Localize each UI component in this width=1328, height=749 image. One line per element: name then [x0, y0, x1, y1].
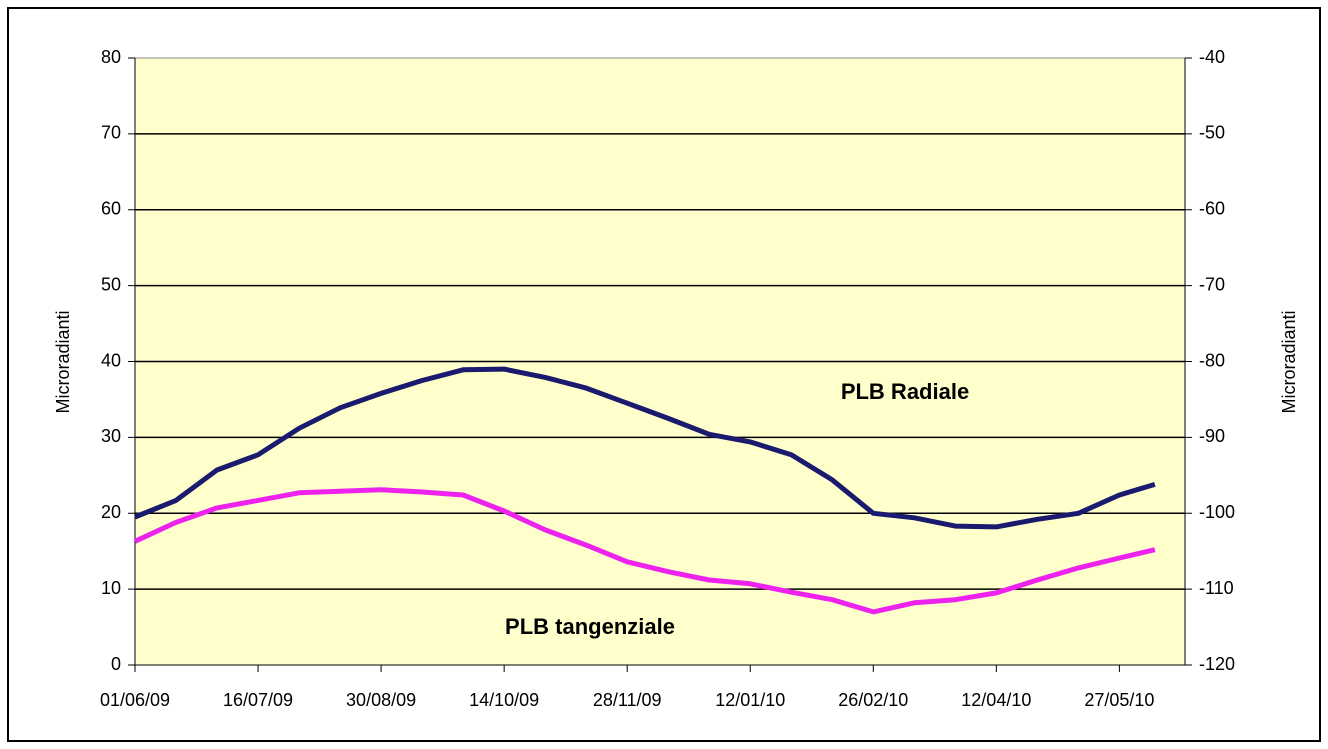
- x-tick-label: 12/01/10: [715, 690, 785, 710]
- y-tick-label: 10: [101, 578, 121, 598]
- x-tick-label: 12/04/10: [961, 690, 1031, 710]
- x-tick-label: 30/08/09: [346, 690, 416, 710]
- x-tick-label: 14/10/09: [469, 690, 539, 710]
- y-tick-label: 70: [101, 123, 121, 143]
- y-tick-label: 40: [101, 350, 121, 370]
- y-tick-label: 60: [101, 199, 121, 219]
- y-tick-label: 30: [101, 426, 121, 446]
- x-tick-label: 26/02/10: [838, 690, 908, 710]
- data-line: [134, 366, 1156, 530]
- y-axis-title: Microradianti: [53, 310, 73, 413]
- x-tick-label: 16/07/09: [223, 690, 293, 710]
- y2-tick-label: -120: [1199, 654, 1235, 674]
- annotation: PLB tangenziale: [505, 614, 675, 639]
- y2-tick-label: -70: [1199, 274, 1225, 294]
- y-tick-label: 50: [101, 274, 121, 294]
- annotation: PLB Radiale: [841, 379, 969, 404]
- y2-tick-label: -110: [1199, 578, 1234, 598]
- data-line: [133, 487, 1156, 615]
- y2-tick-label: -40: [1199, 47, 1225, 67]
- y2-axis-title: Microradianti: [1279, 310, 1299, 413]
- x-tick-label: 01/06/09: [100, 690, 170, 710]
- y2-tick-label: -50: [1199, 123, 1225, 143]
- y-tick-label: 0: [111, 654, 121, 674]
- x-tick-label: 27/05/10: [1084, 690, 1154, 710]
- y2-tick-label: -80: [1199, 350, 1225, 370]
- y-tick-label: 20: [101, 502, 121, 522]
- y-tick-label: 80: [101, 47, 121, 67]
- y2-tick-label: -100: [1199, 502, 1235, 522]
- y2-tick-label: -90: [1199, 426, 1225, 446]
- x-tick-label: 28/11/09: [593, 690, 662, 710]
- y2-tick-label: -60: [1199, 199, 1225, 219]
